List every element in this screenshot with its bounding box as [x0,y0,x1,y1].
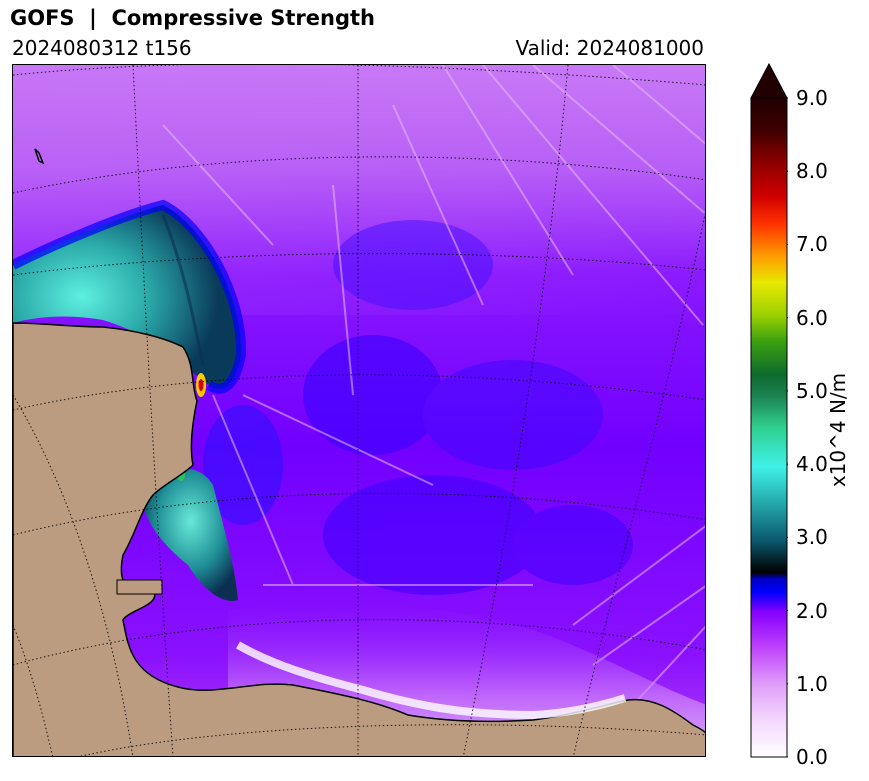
colorbar-tick-label: 3.0 [796,525,828,550]
peak-spot [198,379,204,391]
colorbar-tick-label: 4.0 [796,452,828,477]
coastal-ice-fringe [236,641,627,720]
colorbar-tick-label: 9.0 [796,86,828,110]
colorbar-tick-label: 1.0 [796,671,828,696]
ice-ridge [161,214,205,366]
colorbar-tick-label: 0.0 [796,745,828,769]
ice-edge-north [13,199,247,394]
valid-label: Valid: 2024081000 [515,36,704,60]
colorbar-tick-marks [787,97,788,758]
colorbar-extend-arrow [750,62,788,99]
colorbar-label-text: x10^4 N/m [826,372,850,488]
graticule [13,65,705,756]
map-panel [12,64,706,757]
compact-ice-north [13,205,242,389]
land-inlet [116,579,163,595]
island-outline [34,148,45,165]
colorbar-tick-label: 5.0 [796,378,828,403]
map-canvas [13,65,705,756]
map-title: GOFS | Compressive Strength [10,6,375,30]
colorbar-tick-label: 8.0 [796,159,828,184]
colorbar-tick-label: 2.0 [796,598,828,623]
colorbar [750,62,788,758]
colorbar-ramp [750,97,788,758]
colorbar-tick-label: 7.0 [796,232,828,257]
colorbar-tick-label: 6.0 [796,305,828,330]
run-label: 2024080312 t156 [12,36,192,60]
